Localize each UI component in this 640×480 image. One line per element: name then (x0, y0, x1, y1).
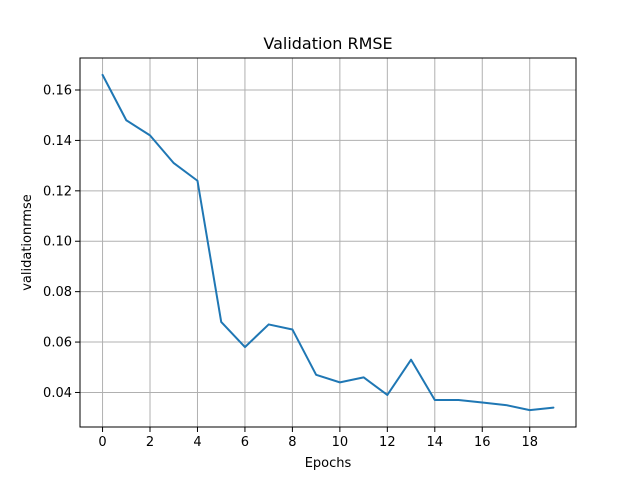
y-tick-label: 0.14 (43, 134, 72, 149)
x-tick-label: 8 (288, 435, 296, 450)
x-tick-label: 18 (521, 435, 538, 450)
chart-title: Validation RMSE (263, 34, 392, 53)
x-tick-label: 6 (241, 435, 249, 450)
plot-frame (79, 57, 577, 428)
x-tick-label: 14 (427, 435, 444, 450)
x-axis-label: Epochs (305, 456, 352, 471)
x-tick-label: 12 (379, 435, 396, 450)
x-tick-label: 0 (98, 435, 106, 450)
axis-ticks: 0 2 4 6 8 10 12 14 16 18 0.04 0.06 0.08 0.10 0.12 0.14 0… (43, 84, 538, 450)
y-tick-label: 0.10 (43, 235, 72, 250)
y-tick-label: 0.04 (43, 386, 72, 401)
y-axis-label: validationrmse (20, 194, 35, 291)
x-tick-label: 10 (332, 435, 349, 450)
y-tick-label: 0.08 (43, 285, 72, 300)
x-tick-label: 16 (474, 435, 491, 450)
x-tick-label: 4 (193, 435, 201, 450)
y-tick-label: 0.06 (43, 336, 72, 351)
y-tick-label: 0.12 (43, 184, 72, 199)
grid-lines (80, 58, 576, 427)
x-tick-label: 2 (146, 435, 154, 450)
series-line (101, 73, 555, 412)
y-tick-label: 0.16 (43, 84, 72, 99)
